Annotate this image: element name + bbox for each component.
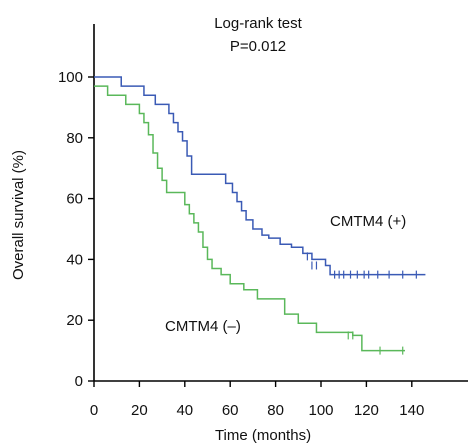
y-tick-label: 100 — [58, 69, 83, 86]
y-tick-label: 60 — [66, 191, 83, 208]
x-tick-label: 140 — [399, 402, 424, 419]
x-tick-label: 20 — [131, 402, 148, 419]
y-tick-label: 40 — [66, 251, 83, 268]
survival-curve — [94, 85, 405, 352]
y-tick-label: 80 — [66, 130, 83, 147]
series-label-cmtm4-negative: CMTM4 (–) — [165, 318, 241, 335]
y-tick-label: 0 — [75, 373, 83, 390]
series-label-cmtm4-positive: CMTM4 (+) — [330, 213, 406, 230]
x-axis-title: Time (months) — [215, 427, 311, 444]
y-tick-label: 20 — [66, 312, 83, 329]
x-tick-label: 40 — [176, 402, 193, 419]
annotation: Log-rank test P=0.012 — [214, 15, 302, 55]
survival-curve — [94, 76, 426, 276]
series-0 — [94, 76, 426, 279]
y-axis-title: Overall survival (%) — [10, 150, 27, 280]
annotation-test-name: Log-rank test — [214, 15, 302, 32]
x-tick-label: 80 — [267, 402, 284, 419]
annotation-p-value: P=0.012 — [230, 38, 286, 55]
axes: 0 20 40 60 80 100 0 20 40 60 80 100 120 140 — [58, 24, 468, 419]
x-tick-label: 60 — [222, 402, 239, 419]
series-1 — [94, 85, 405, 355]
series-layer — [94, 76, 426, 355]
x-tick-label: 100 — [308, 402, 333, 419]
x-tick-label: 0 — [90, 402, 98, 419]
x-tick-label: 120 — [354, 402, 379, 419]
